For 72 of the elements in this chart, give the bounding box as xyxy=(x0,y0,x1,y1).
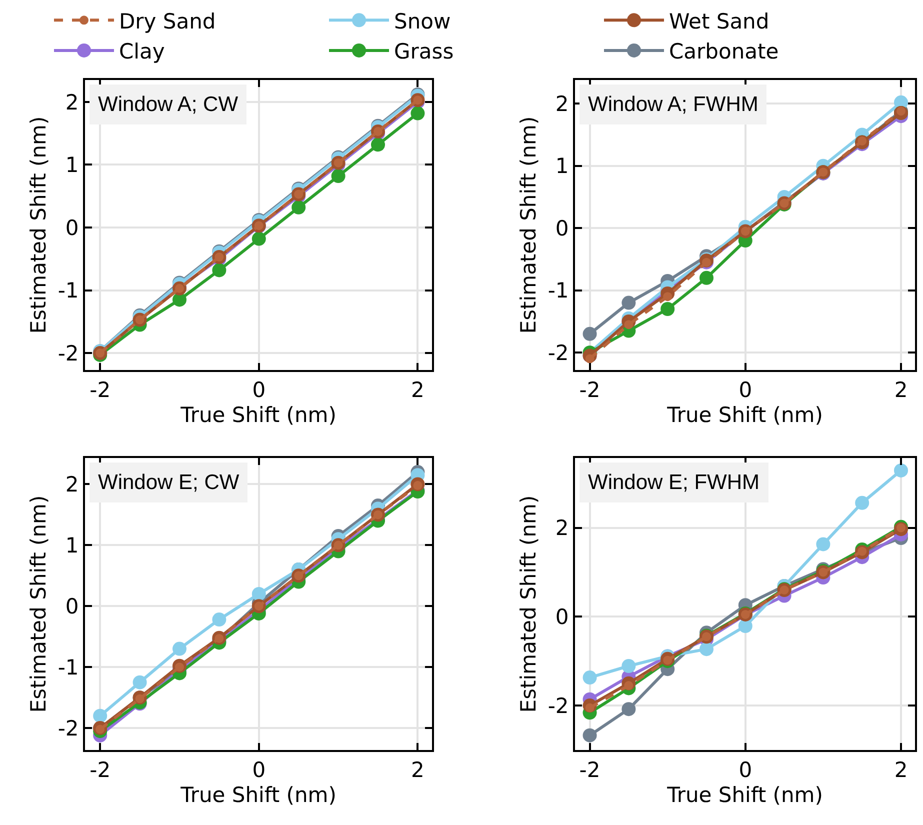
point xyxy=(816,537,830,552)
point xyxy=(582,326,597,341)
legend-label: Snow xyxy=(394,9,451,34)
x-tick-label: 2 xyxy=(411,378,424,402)
y-tick-label: 1 xyxy=(65,153,79,178)
y-axis-title: Estimated Shift (nm) xyxy=(26,116,50,334)
point xyxy=(738,619,752,633)
x-tick-label: -2 xyxy=(90,758,111,782)
x-tick-label: -2 xyxy=(579,758,600,782)
y-tick-label: 2 xyxy=(65,472,79,497)
y-tick-label: 1 xyxy=(555,154,569,178)
y-axis-title: Estimated Shift (nm) xyxy=(26,495,50,713)
point xyxy=(660,302,675,316)
y-tick-label: 0 xyxy=(65,594,79,618)
y-tick-label: 0 xyxy=(555,216,569,240)
text: Window A; FWHM xyxy=(588,93,758,116)
x-tick-label: 0 xyxy=(252,758,266,782)
legend-label: Carbonate xyxy=(669,40,779,64)
text: Window A; CW xyxy=(98,93,238,116)
x-tick-label: -2 xyxy=(579,378,600,402)
point xyxy=(252,232,266,246)
y-axis-title: Estimated Shift (nm) xyxy=(516,116,540,334)
point xyxy=(622,702,636,716)
point xyxy=(132,675,147,690)
x-tick-label: 0 xyxy=(252,378,266,402)
point xyxy=(212,263,226,278)
y-tick-label: 0 xyxy=(65,216,79,240)
text: Window E; FWHM xyxy=(588,471,760,494)
point xyxy=(252,586,266,601)
y-tick-label: 0 xyxy=(555,605,569,630)
y-tick-label: -2 xyxy=(58,341,79,366)
point xyxy=(371,138,385,152)
point xyxy=(292,200,306,214)
point xyxy=(172,642,186,656)
x-tick-label: 2 xyxy=(411,758,424,782)
y-tick-label: -1 xyxy=(58,278,79,303)
point xyxy=(894,463,908,478)
y-tick-label: -1 xyxy=(58,655,79,680)
point xyxy=(582,670,597,685)
y-tick-label: -2 xyxy=(548,694,569,718)
legend-label: Grass xyxy=(394,40,454,64)
legend-label: Dry Sand xyxy=(119,9,216,34)
legend-label: Wet Sand xyxy=(669,9,770,34)
x-axis-title: True Shift (nm) xyxy=(180,782,336,807)
x-tick-label: 2 xyxy=(894,378,908,402)
x-axis-title: True Shift (nm) xyxy=(180,402,336,427)
y-tick-label: 1 xyxy=(65,534,79,558)
point xyxy=(699,270,714,285)
legend-label: Clay xyxy=(119,40,165,64)
y-tick-label: -1 xyxy=(548,278,569,303)
point xyxy=(582,728,597,742)
x-axis-title: True Shift (nm) xyxy=(666,402,823,427)
point xyxy=(622,659,636,673)
y-tick-label: 2 xyxy=(555,92,569,116)
y-axis-title: Estimated Shift (nm) xyxy=(516,495,540,713)
point xyxy=(331,169,346,184)
y-tick-label: 2 xyxy=(65,90,79,114)
x-tick-label: 0 xyxy=(738,758,752,782)
point xyxy=(855,496,870,510)
x-tick-label: 2 xyxy=(894,758,908,782)
point xyxy=(212,612,226,627)
y-tick-label: -2 xyxy=(58,716,79,740)
y-tick-label: 2 xyxy=(555,516,569,540)
text: Window E; CW xyxy=(98,471,240,494)
point xyxy=(93,708,108,723)
x-tick-label: -2 xyxy=(90,378,111,402)
point xyxy=(622,296,636,310)
x-axis-title: True Shift (nm) xyxy=(666,782,823,807)
point xyxy=(699,642,714,656)
x-tick-label: 0 xyxy=(738,378,752,402)
y-tick-label: -2 xyxy=(548,340,569,365)
point xyxy=(410,106,425,120)
